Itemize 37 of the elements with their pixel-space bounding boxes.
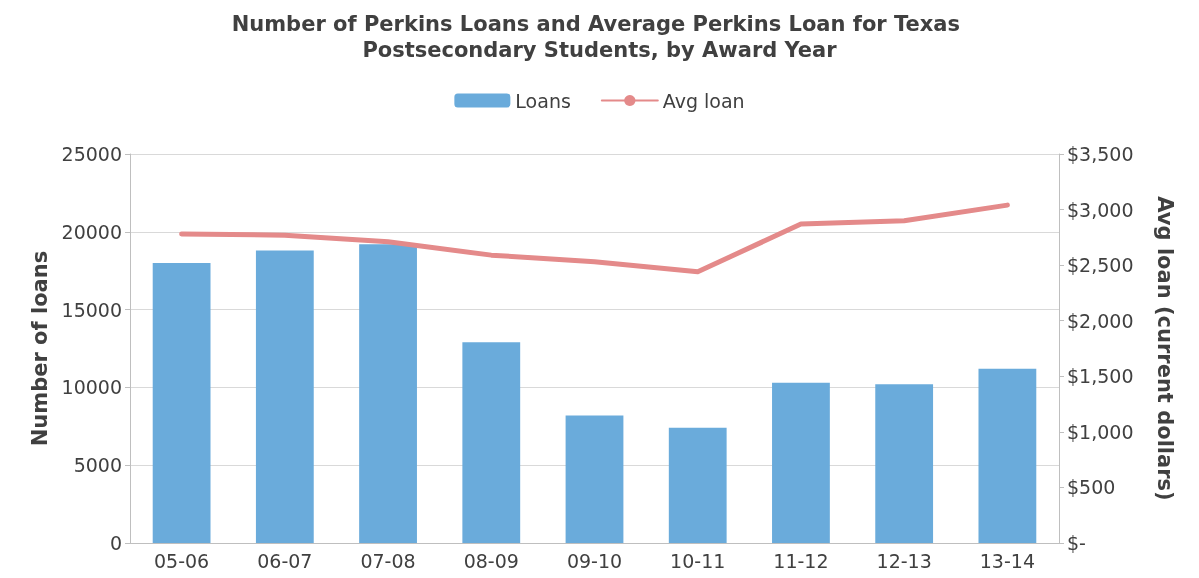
x-tick-label: 09-10: [566, 549, 623, 572]
x-tick-label: 11-12: [773, 549, 829, 572]
y2-tick-label: $3,500: [1067, 143, 1134, 165]
bar: [875, 384, 934, 543]
y-axis-title: Number of loans: [28, 250, 53, 447]
y2-tick-label: $3,000: [1067, 198, 1134, 221]
y2-tick-label: $2,000: [1067, 309, 1134, 332]
bar: [668, 427, 727, 543]
y2-tick-label: $500: [1067, 476, 1116, 499]
y-tick-label: 0: [109, 532, 122, 554]
bar: [978, 368, 1037, 543]
bar: [565, 415, 624, 543]
y2-tick-label: $1,500: [1067, 365, 1134, 388]
y-tick-label: 25000: [61, 143, 122, 165]
y-tick-label: 20000: [61, 220, 122, 243]
y-tick-label: 10000: [61, 376, 122, 399]
x-tick-label: 12-13: [876, 549, 932, 572]
y-tick-label: 5000: [73, 454, 122, 477]
x-tick-label: 13-14: [979, 549, 1035, 572]
legend-label: Loans: [515, 89, 571, 112]
bar: [152, 262, 211, 543]
x-tick-label: 08-09: [463, 549, 519, 572]
x-tick-label: 05-06: [154, 549, 210, 572]
bar: [462, 342, 521, 543]
y2-tick-label: $1,000: [1067, 420, 1134, 443]
y2-tick-label: $-: [1067, 532, 1086, 554]
legend-label: Avg loan: [662, 89, 745, 112]
chart-title: Number of Perkins Loans and Average Perkins Loan for Texas Postsecondary Students, by Award Year: [231, 12, 968, 62]
bar: [359, 244, 417, 543]
bar: [255, 250, 314, 543]
x-tick-label: 10-11: [670, 549, 726, 572]
x-tick-label: 07-08: [360, 549, 416, 572]
y2-tick-label: $2,500: [1067, 254, 1134, 277]
y2-axis-title: Avg loan (current dollars): [1152, 196, 1177, 501]
x-tick-label: 06-07: [257, 549, 313, 572]
bar: [772, 382, 830, 543]
y-tick-label: 15000: [61, 298, 122, 321]
